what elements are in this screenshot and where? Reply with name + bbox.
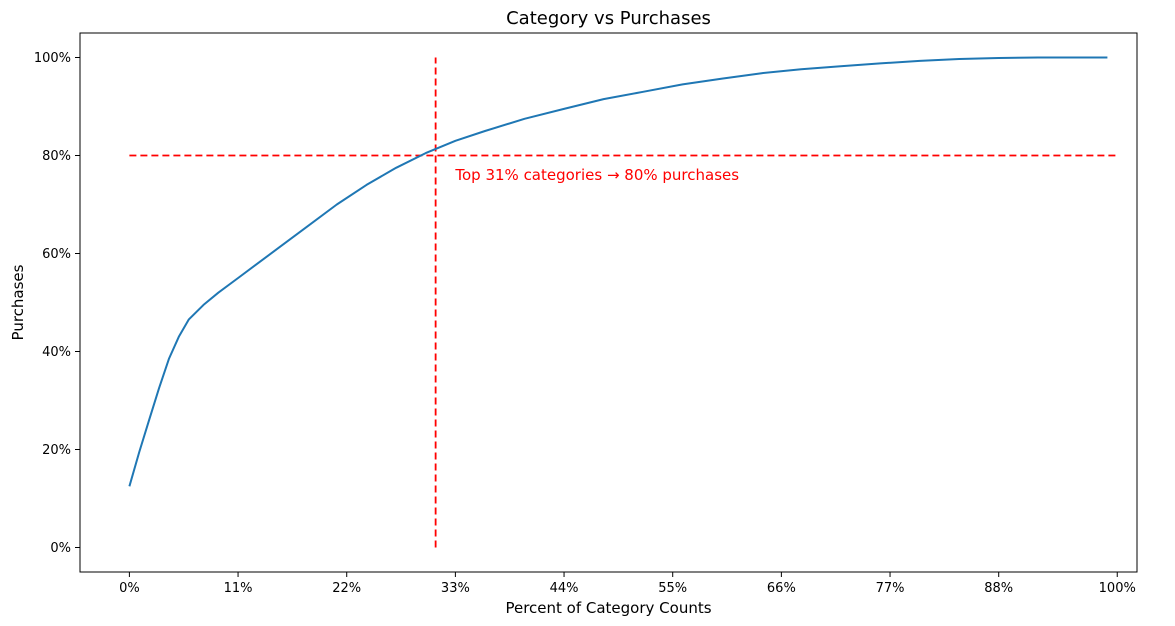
y-tick-label: 40% — [42, 345, 71, 360]
x-tick-label: 88% — [984, 581, 1013, 596]
y-tick-label: 100% — [34, 51, 71, 66]
x-tick-label: 22% — [332, 581, 361, 596]
x-tick-label: 0% — [119, 581, 140, 596]
chart-title: Category vs Purchases — [506, 8, 711, 29]
plot-area — [79, 32, 1138, 573]
x-tick-label: 44% — [550, 581, 579, 596]
x-axis: 0% 11% 22% 33% 44% 55% 66% 77% 88% 100% — [119, 572, 1136, 596]
x-tick-label: 11% — [224, 581, 253, 596]
y-tick-label: 60% — [42, 247, 71, 262]
x-tick-label: 55% — [658, 581, 687, 596]
x-tick-label: 33% — [441, 581, 470, 596]
series-line — [128, 56, 1108, 487]
y-tick-label: 20% — [42, 443, 71, 458]
y-axis: 0% 20% 40% 60% 80% 100% — [34, 51, 80, 556]
reference-lines — [129, 57, 1118, 548]
x-tick-label: 77% — [876, 581, 905, 596]
y-tick-label: 0% — [50, 541, 71, 556]
y-tick-label: 80% — [42, 149, 71, 164]
series-group — [128, 56, 1108, 487]
y-axis-title: Purchases — [9, 264, 27, 340]
x-axis-title: Percent of Category Counts — [505, 599, 711, 617]
x-tick-label: 66% — [767, 581, 796, 596]
x-tick-label: 100% — [1099, 581, 1136, 596]
annotation: Top 31% categories → 80% purchases — [454, 166, 739, 184]
